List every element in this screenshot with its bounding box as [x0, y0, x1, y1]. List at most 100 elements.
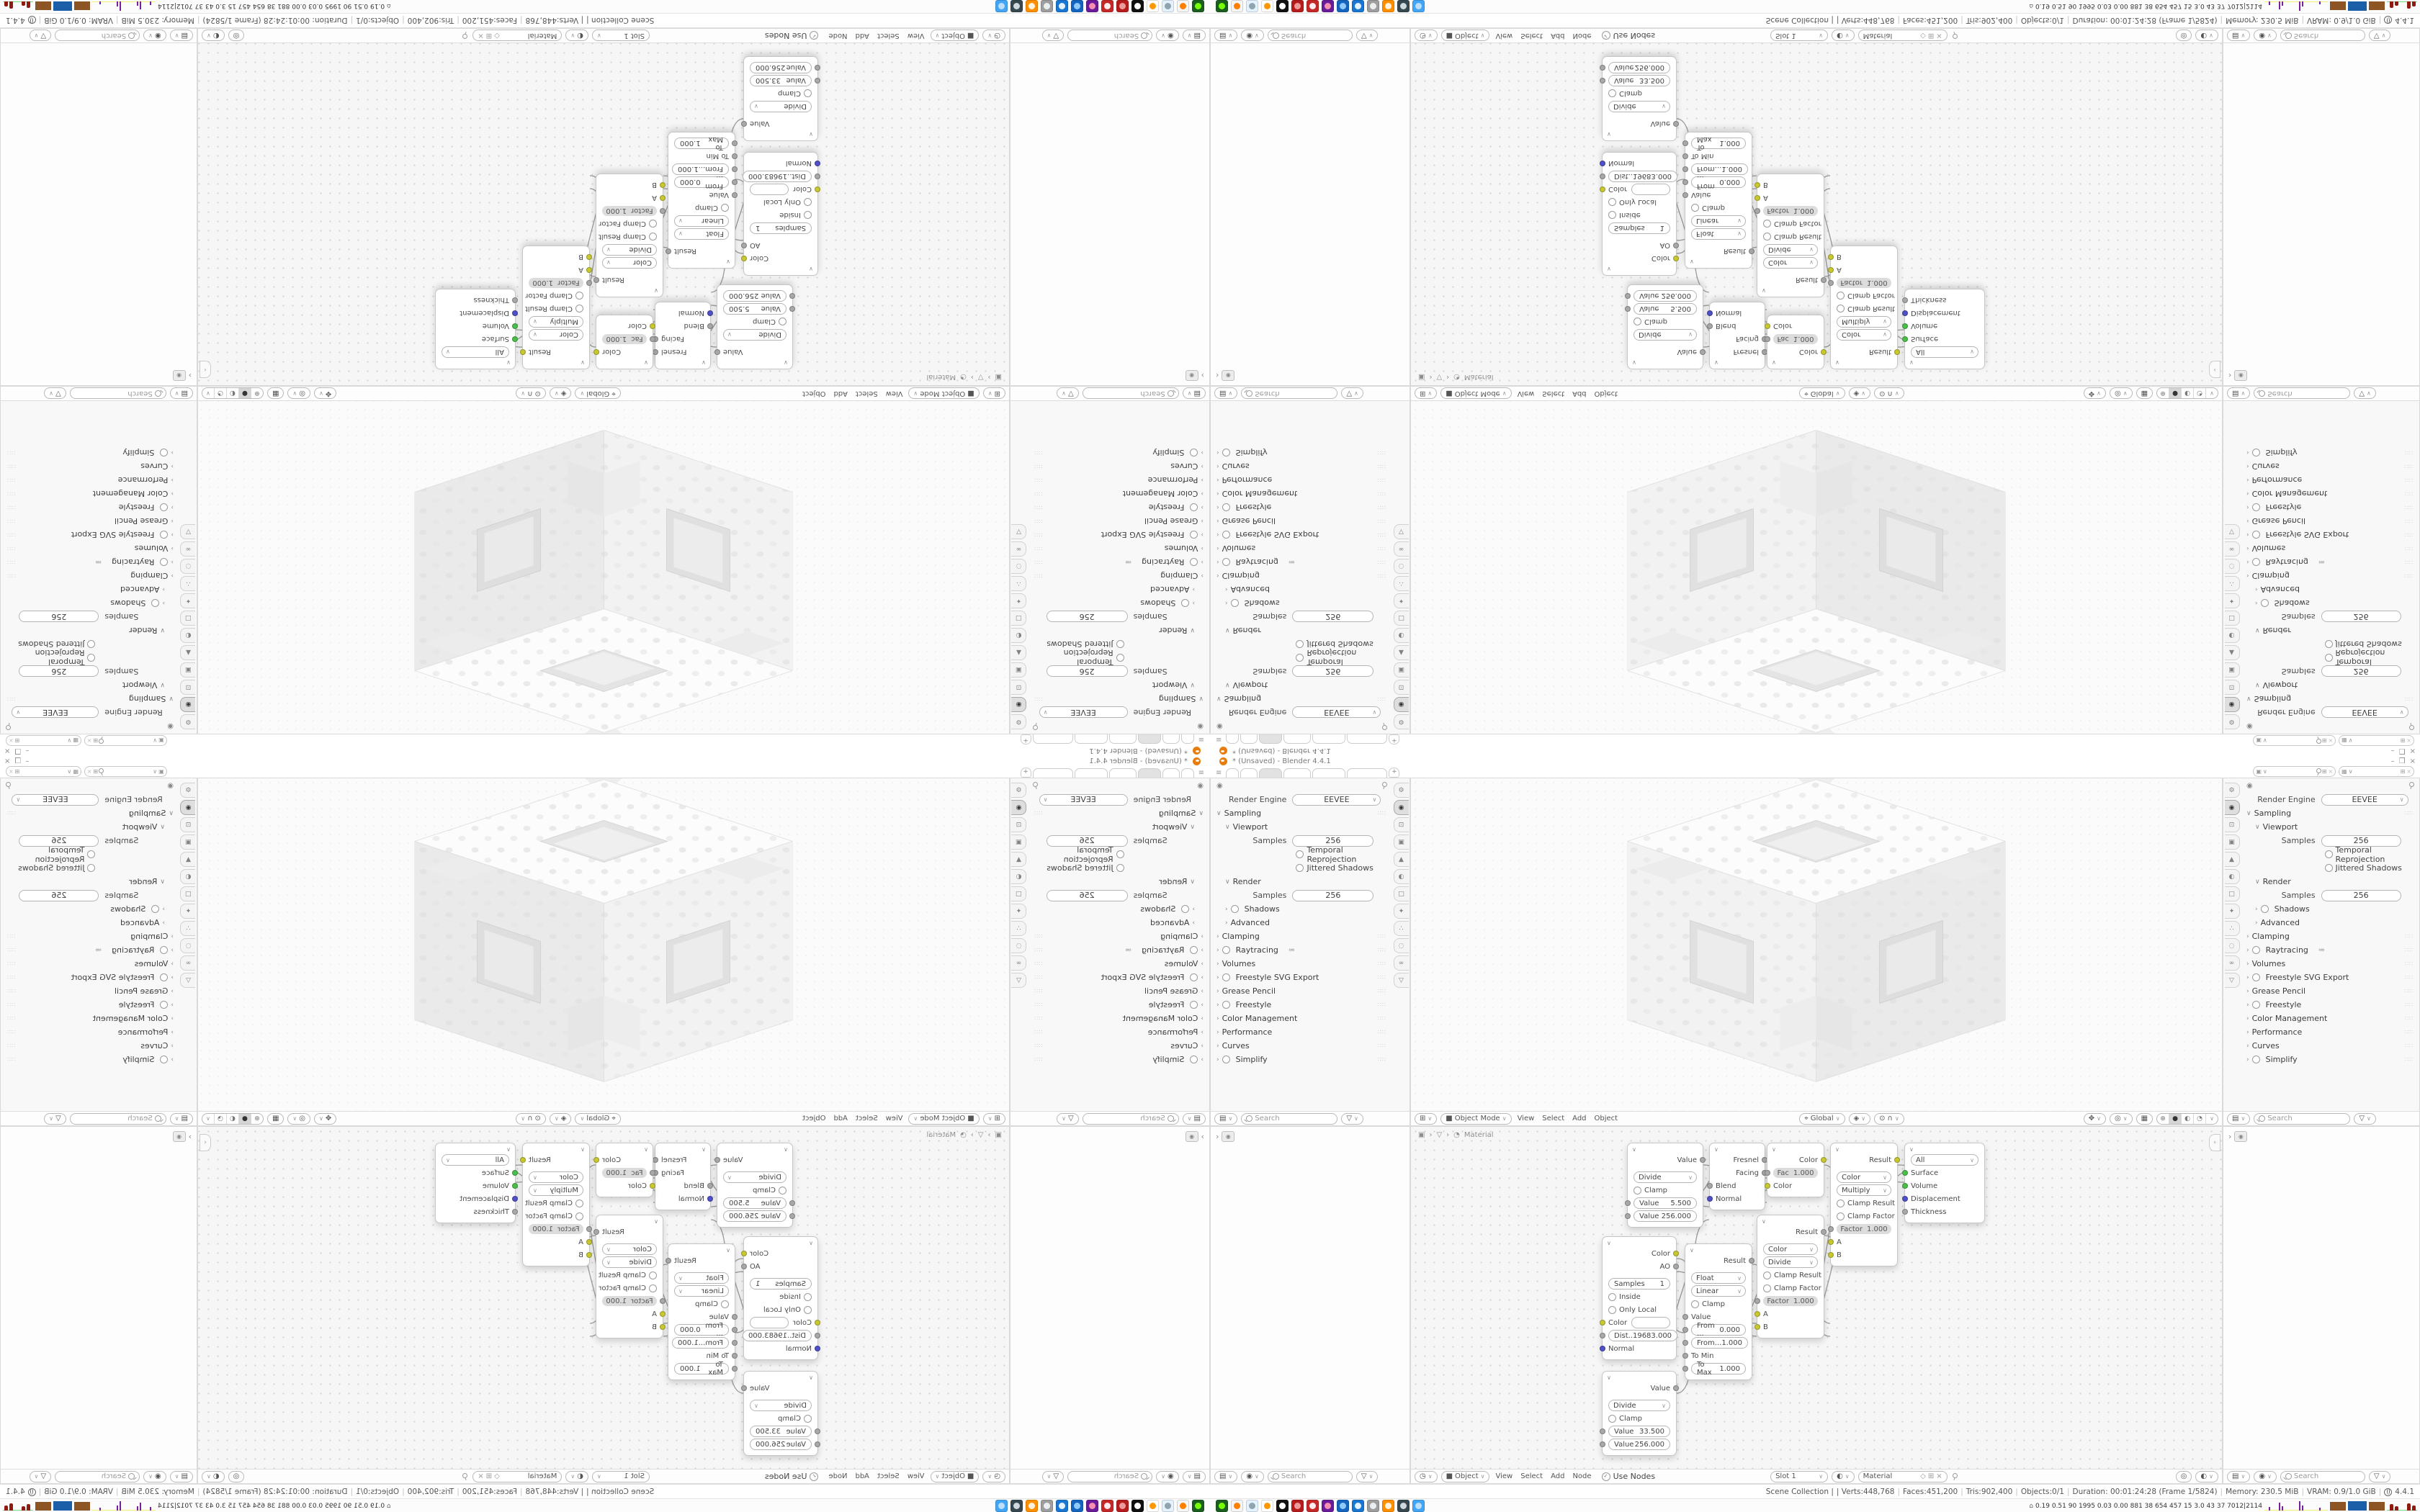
xray-toggle[interactable]: ▦ — [266, 387, 284, 400]
node-collapse-arrow[interactable]: ∨ — [654, 1218, 658, 1225]
material-browse-button[interactable]: ◐ ∨ — [565, 1470, 588, 1482]
node-check-only-local[interactable]: Only Local — [1603, 196, 1676, 209]
field-samples[interactable]: 256 — [1046, 665, 1128, 678]
props-row-volumes[interactable]: › Volumes ∷∷ — [2246, 544, 2414, 553]
props-row-performance[interactable]: › Performance ∷∷ — [6, 475, 174, 485]
socket-out-result[interactable]: Result — [1757, 274, 1827, 287]
properties-tab-render-icon[interactable]: ◉ — [180, 800, 196, 815]
props-row-sampling[interactable]: ∨ Sampling ∷∷ — [1216, 809, 1386, 818]
node-select-divide[interactable]: Divide ∨ — [717, 1171, 792, 1184]
properties-tab-render-icon[interactable]: ◉ — [180, 697, 196, 712]
socket-out-result[interactable]: Result — [593, 1225, 663, 1238]
socket-in-normal[interactable]: Normal — [744, 157, 820, 170]
shader-editor-type-button[interactable]: ◷ ∨ — [1415, 1470, 1438, 1482]
node-invert-color[interactable]: ∨ Color Fac 1.000 Color — [593, 315, 655, 369]
props-row-performance[interactable]: › Performance ∷∷ — [6, 1027, 174, 1037]
node-field-factor[interactable]: Factor 1.000 — [1754, 204, 1824, 217]
node-collapse-arrow[interactable]: ∨ — [1607, 266, 1611, 273]
node-field-factor[interactable]: Factor 1.000 — [1754, 1295, 1824, 1308]
material-slot-dropdown[interactable]: Slot 1 ∨ — [1770, 30, 1829, 42]
props-row-volumes[interactable]: › Volumes ∷∷ — [2246, 959, 2414, 968]
socket-out-result[interactable]: Result — [1757, 1225, 1827, 1238]
props-row-simplify[interactable]: › Simplify ∷∷ — [1034, 448, 1204, 457]
render-engine-dropdown[interactable]: EEVEE ∨ — [12, 706, 99, 719]
node-select-color[interactable]: Color ∨ — [523, 1171, 589, 1184]
copy-scene-icon[interactable]: ⊞ — [2321, 737, 2327, 744]
filter-button[interactable]: ▽ ∨ — [1041, 1470, 1065, 1482]
minimize-button[interactable]: – — [25, 757, 30, 765]
properties-tab-object-icon[interactable]: □ — [1393, 611, 1409, 626]
properties-search-input[interactable]: Search — [1241, 387, 1338, 400]
node-collapse-arrow[interactable]: ∨ — [809, 266, 813, 273]
socket-in-color[interactable]: Color — [1765, 320, 1824, 333]
socket-in-blend[interactable]: Blend — [1707, 1179, 1765, 1192]
node-field-from-[interactable]: From ... 0.000 — [668, 174, 738, 190]
taskbar-icon-wrench-tool[interactable] — [1041, 0, 1053, 12]
node-check-only-local[interactable]: Only Local — [1603, 1303, 1676, 1316]
props-row-grease-pencil[interactable]: › Grease Pencil ∷∷ — [1034, 986, 1204, 996]
pin-id-icon[interactable] — [1381, 782, 1387, 789]
shading-mode-3[interactable]: ◔ — [2194, 388, 2207, 399]
new-material-icon[interactable]: ⊞ — [1927, 1472, 1935, 1480]
editor-type-button[interactable]: ▤ ∨ — [1214, 1470, 1238, 1482]
socket-out-result[interactable]: Result — [1831, 1153, 1900, 1166]
props-row-grease-pencil[interactable]: › Grease Pencil ∷∷ — [6, 516, 174, 526]
render-engine-dropdown[interactable]: EEVEE ∨ — [2321, 706, 2408, 719]
node-field-dist-[interactable]: Dist.. 19683.000 — [1600, 1329, 1678, 1342]
menger-cube-object[interactable] — [1626, 428, 2007, 734]
maximize-button[interactable]: ❐ — [14, 757, 22, 765]
pin-scene-icon[interactable] — [99, 768, 105, 775]
collapsed-render-panel[interactable]: › ◉ — [2228, 370, 2248, 381]
props-row-sampling[interactable]: ∨ Sampling ∷∷ — [6, 809, 174, 818]
props-row-raytracing[interactable]: › Raytracing ≔ ∷∷ — [1216, 945, 1386, 955]
node-collapse-arrow[interactable]: ∨ — [644, 359, 648, 366]
socket-out-ao[interactable]: AO — [741, 239, 817, 252]
props-row-samples[interactable]: Samples 256 — [2241, 610, 2419, 624]
shading-mode-3[interactable]: ◔ — [213, 388, 226, 399]
node-collapse-arrow[interactable]: ∨ — [1909, 359, 1914, 366]
viewport-editor-type-button[interactable]: ⊞ ∨ — [1415, 1112, 1438, 1125]
workspace-tab-6[interactable] — [1347, 768, 1388, 778]
shader-menu-view[interactable]: View — [1495, 32, 1513, 40]
taskbar-icon-battery-monitor[interactable] — [1216, 0, 1228, 12]
props-row-clamping[interactable]: › Clamping ∷∷ — [6, 571, 174, 580]
properties-tab-render-icon[interactable]: ◉ — [2224, 800, 2240, 815]
properties-search-input[interactable]: Search — [69, 387, 166, 400]
node-check-clamp[interactable]: Clamp — [1628, 1184, 1703, 1197]
workspace-tab-2[interactable] — [1240, 734, 1258, 744]
socket-in-normal[interactable]: Normal — [655, 1192, 713, 1205]
node-field-value[interactable]: Value 5.500 — [717, 1197, 795, 1210]
properties-tab-constraints-icon[interactable]: ∞ — [180, 541, 196, 557]
props-row-shadows[interactable]: › Shadows — [1225, 904, 1280, 914]
props-row-jittered-shadows[interactable]: Jittered Shadows — [2241, 861, 2419, 875]
shading-mode-3[interactable]: ◔ — [213, 1113, 226, 1124]
unlink-material-icon[interactable]: × — [1936, 1472, 1942, 1480]
properties-tab-tool-icon[interactable]: ⚙ — [180, 714, 196, 729]
transform-orientation-dropdown[interactable]: ⌖ Global ∨ — [1799, 1112, 1845, 1125]
filter-button[interactable]: ▽ ∨ — [44, 1112, 66, 1125]
shader-menu-node[interactable]: Node — [828, 1472, 848, 1480]
checkbox[interactable] — [1116, 640, 1124, 648]
socket-out-color[interactable]: Color — [741, 1247, 817, 1260]
proportional-edit-toggle[interactable]: ⊙ ∩ ∨ — [1874, 1112, 1904, 1125]
pin-id-icon[interactable] — [1034, 723, 1039, 730]
socket-out-fresnel[interactable]: Fresnel — [1710, 346, 1767, 359]
properties-search-input[interactable]: Search — [55, 1470, 140, 1482]
node-field-from-[interactable]: From ... 0.000 — [1682, 1322, 1752, 1338]
properties-tab-physics-icon[interactable]: ◌ — [2224, 938, 2240, 953]
node-mix-divide[interactable]: ∨ Result Color ∨ Divide ∨ Clamp Result Clamp Fa… — [1754, 1215, 1827, 1338]
tab-dropdown[interactable]: ◉ ∨ — [1241, 30, 1264, 42]
socket-in-a[interactable]: A — [523, 264, 592, 276]
panel-checkbox[interactable] — [160, 946, 169, 954]
node-field-value[interactable]: Value 33.500 — [744, 74, 820, 87]
overlays-toggle[interactable]: ◎ ∨ — [2109, 1112, 2133, 1125]
shading-mode-buttons[interactable]: ⊕ ● ◐ ◔ ∨ — [2156, 387, 2219, 400]
properties-tab-object-icon[interactable]: □ — [2224, 886, 2240, 901]
mode-dropdown[interactable]: ■ Object Mode ∨ — [908, 387, 980, 400]
node-collapse-arrow[interactable]: ∨ — [506, 1146, 511, 1153]
node-check-clamp-factor[interactable]: Clamp Factor — [523, 289, 589, 302]
props-row-grease-pencil[interactable]: › Grease Pencil ∷∷ — [1216, 516, 1386, 526]
node-select-multiply[interactable]: Multiply ∨ — [1831, 1184, 1897, 1197]
socket-in-b[interactable]: B — [1754, 1320, 1824, 1333]
socket-out-facing[interactable]: Facing — [1710, 333, 1767, 346]
